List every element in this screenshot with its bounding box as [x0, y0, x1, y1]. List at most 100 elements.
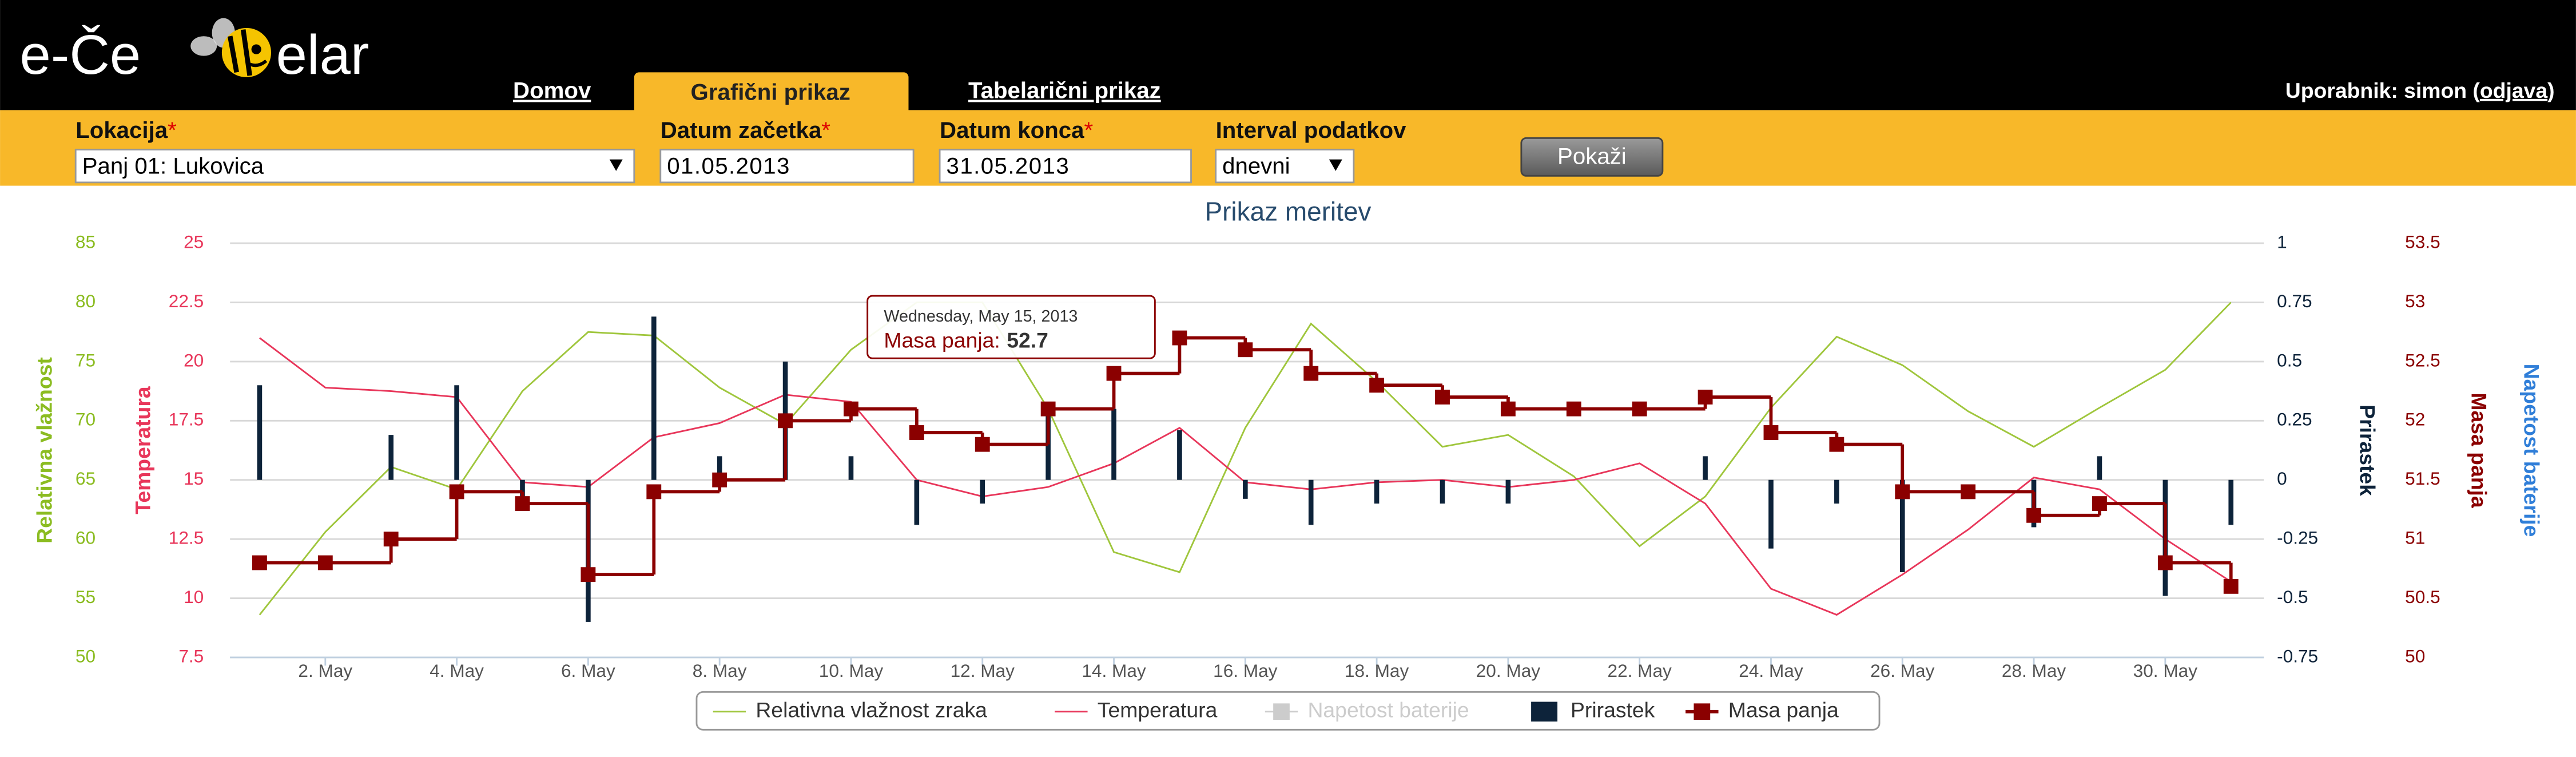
marker	[1106, 366, 1122, 381]
y-tick-label: 53.5	[2405, 231, 2440, 252]
bar	[1243, 479, 1248, 499]
marker	[1303, 366, 1319, 381]
x-tick-label: 12. May	[951, 660, 1015, 681]
x-tick-label: 20. May	[1476, 660, 1541, 681]
y-axis-title: Napetost baterije	[2520, 364, 2544, 537]
bar	[1440, 479, 1445, 504]
bar	[1899, 479, 1905, 573]
input-box[interactable]	[659, 148, 915, 184]
y-tick-label: 52.5	[2405, 350, 2440, 370]
legend-symbol[interactable]	[1531, 701, 1558, 722]
y-tick-label: 55	[75, 586, 96, 607]
x-tick-label: 2. May	[298, 660, 352, 681]
y-tick-label: 52	[2405, 409, 2425, 430]
field-value[interactable]: 01.05.2013	[667, 153, 790, 179]
bar	[717, 456, 722, 480]
field-value[interactable]: Panj 01: Lukovica	[82, 153, 264, 179]
required-mark: *	[168, 117, 177, 142]
form: Lokacija* Panj 01: Lukovica Datum začetka*…	[74, 117, 1407, 184]
marker	[646, 484, 662, 500]
marker	[1566, 401, 1581, 417]
marker	[383, 532, 399, 547]
marker	[1369, 378, 1385, 393]
legend-label[interactable]: Temperatura	[1098, 698, 1218, 722]
x-tick-label: 6. May	[561, 660, 615, 681]
legend-label[interactable]: Napetost baterije	[1307, 698, 1469, 722]
y-tick-label: 1	[2277, 231, 2287, 252]
x-tick-label: 18. May	[1345, 660, 1409, 681]
button-label[interactable]: Pokaži	[1557, 143, 1627, 169]
header-bar	[0, 0, 2576, 110]
y-axis-title: Temperatura	[131, 386, 155, 514]
bar	[848, 456, 854, 480]
marker	[844, 401, 858, 417]
bee-icon	[190, 18, 272, 77]
marker	[252, 555, 267, 570]
marker	[2157, 555, 2173, 570]
x-tick-label: 22. May	[1608, 660, 1672, 681]
marker	[581, 567, 596, 582]
y-tick-label: 22.5	[169, 291, 204, 311]
marker	[449, 484, 464, 500]
tooltip-box	[866, 295, 1156, 359]
marker	[1435, 390, 1450, 405]
legend-symbol[interactable]	[1273, 703, 1290, 720]
label-text: Interval podatkov	[1216, 117, 1407, 142]
legend-label[interactable]: Prirastek	[1571, 698, 1655, 722]
legend-symbol[interactable]	[1694, 703, 1711, 720]
field-value[interactable]: 31.05.2013	[947, 153, 1070, 179]
bar	[1111, 409, 1116, 480]
logo-text: e-Če	[20, 23, 141, 86]
marker	[909, 425, 924, 440]
logo-text: elar	[276, 23, 369, 86]
marker	[1895, 484, 1910, 500]
line	[259, 302, 2232, 616]
y-tick-label: 50	[2405, 645, 2425, 666]
show-button[interactable]	[1520, 137, 1664, 177]
legend-label[interactable]: Relativna vlažnost zraka	[756, 698, 987, 722]
marker	[1500, 401, 1516, 417]
marker	[317, 555, 333, 570]
logout-link[interactable]: odjava	[2480, 78, 2547, 102]
x-tick-label: 10. May	[819, 660, 884, 681]
x-tick-label: 16. May	[1213, 660, 1278, 681]
marker	[515, 496, 530, 512]
user-name: Uporabnik: simon (	[2285, 78, 2480, 102]
input-box[interactable]	[939, 148, 1192, 184]
bar	[1374, 479, 1380, 504]
nav-link[interactable]: Tabelarični prikaz	[968, 77, 1161, 103]
select-box[interactable]	[74, 148, 635, 184]
nav-tab-active[interactable]	[634, 72, 909, 116]
dropdown-arrow	[609, 159, 623, 171]
x-tick-label: 26. May	[1870, 660, 1935, 681]
marker	[712, 472, 728, 488]
x-tick-label: 24. May	[1739, 660, 1803, 681]
select-box[interactable]	[1215, 148, 1355, 184]
x-tick-label: 4. May	[430, 660, 484, 681]
x-tick-label: 28. May	[2002, 660, 2066, 681]
marker	[2026, 508, 2041, 523]
y-tick-label: 51.5	[2405, 468, 2440, 489]
legend-label[interactable]: Masa panja	[1728, 698, 1839, 722]
field-label: Datum začetka*	[661, 117, 831, 142]
bar	[980, 479, 985, 504]
y-tick-label: 50	[75, 645, 96, 666]
field-value[interactable]: dnevni	[1222, 153, 1290, 179]
y-axis-title: Masa panja	[2467, 393, 2491, 508]
y-axis-title: Relativna vlažnost	[32, 357, 56, 544]
nav-link[interactable]: Grafični prikaz	[691, 79, 850, 105]
y-tick-label: 25	[184, 231, 204, 252]
bar	[1505, 479, 1511, 504]
marker	[1698, 390, 1713, 405]
y-tick-label: 0.25	[2277, 409, 2312, 430]
label-text: Lokacija	[75, 117, 168, 142]
x-tick-label: 30. May	[2133, 660, 2198, 681]
tooltip-label: Masa panja:	[884, 328, 1000, 352]
line	[259, 337, 2232, 616]
nav-link[interactable]: Domov	[513, 77, 591, 103]
label-text: Datum začetka	[661, 117, 822, 142]
user-info: Uporabnik: simon (odjava)	[2285, 78, 2555, 102]
y-tick-label: 70	[75, 409, 96, 430]
